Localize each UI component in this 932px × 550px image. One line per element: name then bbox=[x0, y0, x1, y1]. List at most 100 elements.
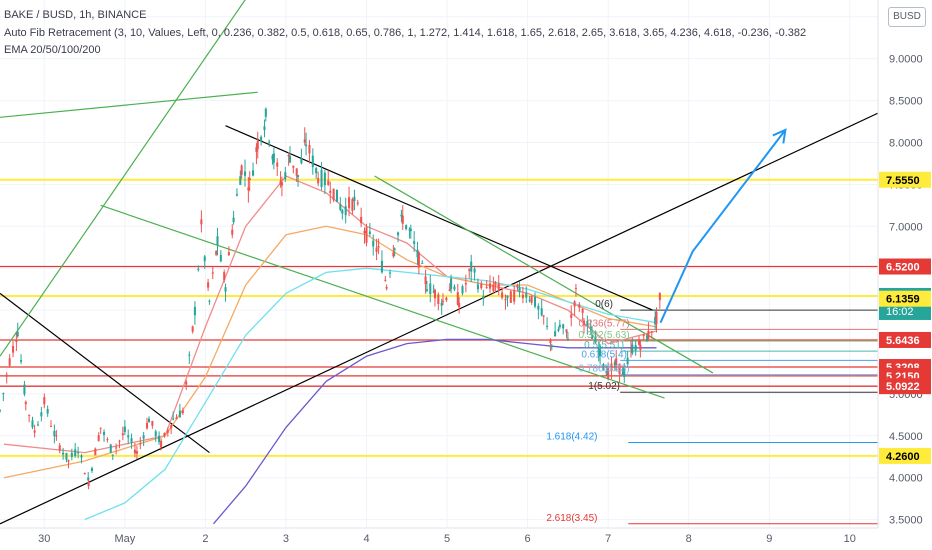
candle-body bbox=[353, 196, 356, 202]
candle-body bbox=[565, 329, 568, 333]
candle-body bbox=[90, 468, 94, 471]
candle-body bbox=[296, 175, 300, 178]
level-price-label: 5.0922 bbox=[886, 381, 920, 393]
candle-body bbox=[453, 286, 456, 290]
level-price-label-bg bbox=[879, 171, 931, 188]
candle-body bbox=[65, 452, 68, 460]
candle-body bbox=[441, 300, 445, 302]
time-axis: 30 May 2 3 4 5 6 7 8 9 10 bbox=[0, 527, 932, 550]
candle-body bbox=[2, 393, 5, 395]
candle-body bbox=[566, 338, 569, 341]
candle-body bbox=[94, 448, 97, 456]
candle-body bbox=[494, 281, 497, 285]
candle-body bbox=[646, 335, 649, 342]
candle-body bbox=[55, 435, 58, 437]
candle-body bbox=[368, 231, 371, 235]
candle-body bbox=[613, 361, 616, 366]
fib-label: 0.382(5.63) bbox=[579, 330, 630, 341]
candle-body bbox=[28, 415, 31, 417]
candle-body bbox=[151, 421, 154, 426]
candle-body bbox=[473, 268, 476, 273]
candle-body bbox=[591, 335, 594, 339]
candle-body bbox=[272, 153, 275, 163]
level-price-label: 7.5550 bbox=[886, 175, 920, 187]
candle-body bbox=[409, 228, 412, 232]
candle-body bbox=[133, 449, 136, 454]
candle-body bbox=[256, 140, 259, 150]
candle-body bbox=[58, 445, 61, 451]
candle-body bbox=[393, 248, 396, 250]
candle-body bbox=[70, 452, 73, 458]
candle-body bbox=[31, 420, 34, 428]
fib-indicator-legend[interactable]: Auto Fib Retracement (3, 10, Values, Lef… bbox=[4, 27, 807, 39]
candle-body bbox=[327, 180, 330, 185]
candle-body bbox=[658, 292, 661, 301]
candle-body bbox=[504, 299, 507, 301]
candle-body bbox=[533, 296, 537, 307]
candle-body bbox=[40, 412, 43, 417]
candle-body bbox=[589, 327, 592, 329]
candle-body bbox=[408, 229, 411, 231]
fib-levels bbox=[620, 309, 878, 525]
x-tick-label: 9 bbox=[766, 533, 772, 545]
candle-body bbox=[247, 187, 250, 191]
candle-body bbox=[320, 169, 323, 188]
candle-body bbox=[111, 454, 114, 456]
candle-body bbox=[597, 348, 600, 356]
fib-label: 1.618(4.42) bbox=[546, 432, 597, 443]
x-tick-label: 2 bbox=[202, 533, 208, 545]
candle-body bbox=[476, 284, 479, 290]
candle-body bbox=[582, 320, 586, 326]
candle-body bbox=[557, 329, 560, 331]
candle-body bbox=[581, 308, 584, 313]
symbol-title[interactable]: BAKE / BUSD, 1h, BINANCE bbox=[4, 9, 147, 21]
candle-body bbox=[74, 449, 77, 457]
candle-body bbox=[562, 324, 565, 329]
candle-body bbox=[235, 194, 238, 196]
candle-body bbox=[252, 170, 255, 176]
candle-body bbox=[239, 176, 242, 185]
fib-label: 0.5(5.51) bbox=[584, 340, 624, 351]
candle-body bbox=[181, 410, 184, 414]
candles bbox=[0, 107, 661, 490]
candle-body bbox=[450, 278, 453, 289]
candle-body bbox=[323, 172, 326, 186]
time-axis-bg bbox=[0, 528, 932, 550]
candle-body bbox=[227, 252, 230, 256]
candle-body bbox=[594, 336, 597, 343]
candle-body bbox=[33, 430, 36, 433]
y-tick-label: 8.5000 bbox=[889, 96, 923, 108]
ema-line bbox=[84, 267, 657, 521]
currency-button[interactable]: BUSD bbox=[888, 7, 926, 27]
candle-body bbox=[276, 162, 279, 167]
candle-body bbox=[537, 305, 540, 310]
candle-body bbox=[482, 296, 485, 299]
candle-body bbox=[288, 155, 292, 163]
candle-body bbox=[639, 344, 642, 351]
candle-body bbox=[287, 154, 290, 157]
candle-body bbox=[305, 144, 308, 147]
candle-body bbox=[629, 348, 633, 350]
candle-body bbox=[20, 360, 23, 362]
candle-body bbox=[303, 139, 306, 143]
x-tick-label: 7 bbox=[605, 533, 611, 545]
candle-body bbox=[308, 144, 311, 154]
level-price-label-bg bbox=[879, 258, 931, 275]
candle-body bbox=[405, 225, 408, 230]
candle-body bbox=[518, 287, 521, 293]
candle-body bbox=[87, 477, 90, 481]
candle-body bbox=[344, 206, 347, 216]
trend-line bbox=[100, 204, 665, 399]
trend-line bbox=[225, 125, 653, 311]
candle-body bbox=[11, 345, 15, 353]
candle-body bbox=[172, 418, 175, 420]
y-tick-label: 4.0000 bbox=[889, 473, 923, 485]
ema-indicator-legend[interactable]: EMA 20/50/100/200 bbox=[4, 44, 101, 56]
candle-body bbox=[432, 291, 435, 293]
candle-body bbox=[147, 418, 151, 423]
fib-label: 0.786(5.23) bbox=[579, 364, 630, 375]
candle-body bbox=[142, 435, 145, 439]
candle-body bbox=[118, 440, 121, 442]
candle-body bbox=[295, 168, 298, 176]
